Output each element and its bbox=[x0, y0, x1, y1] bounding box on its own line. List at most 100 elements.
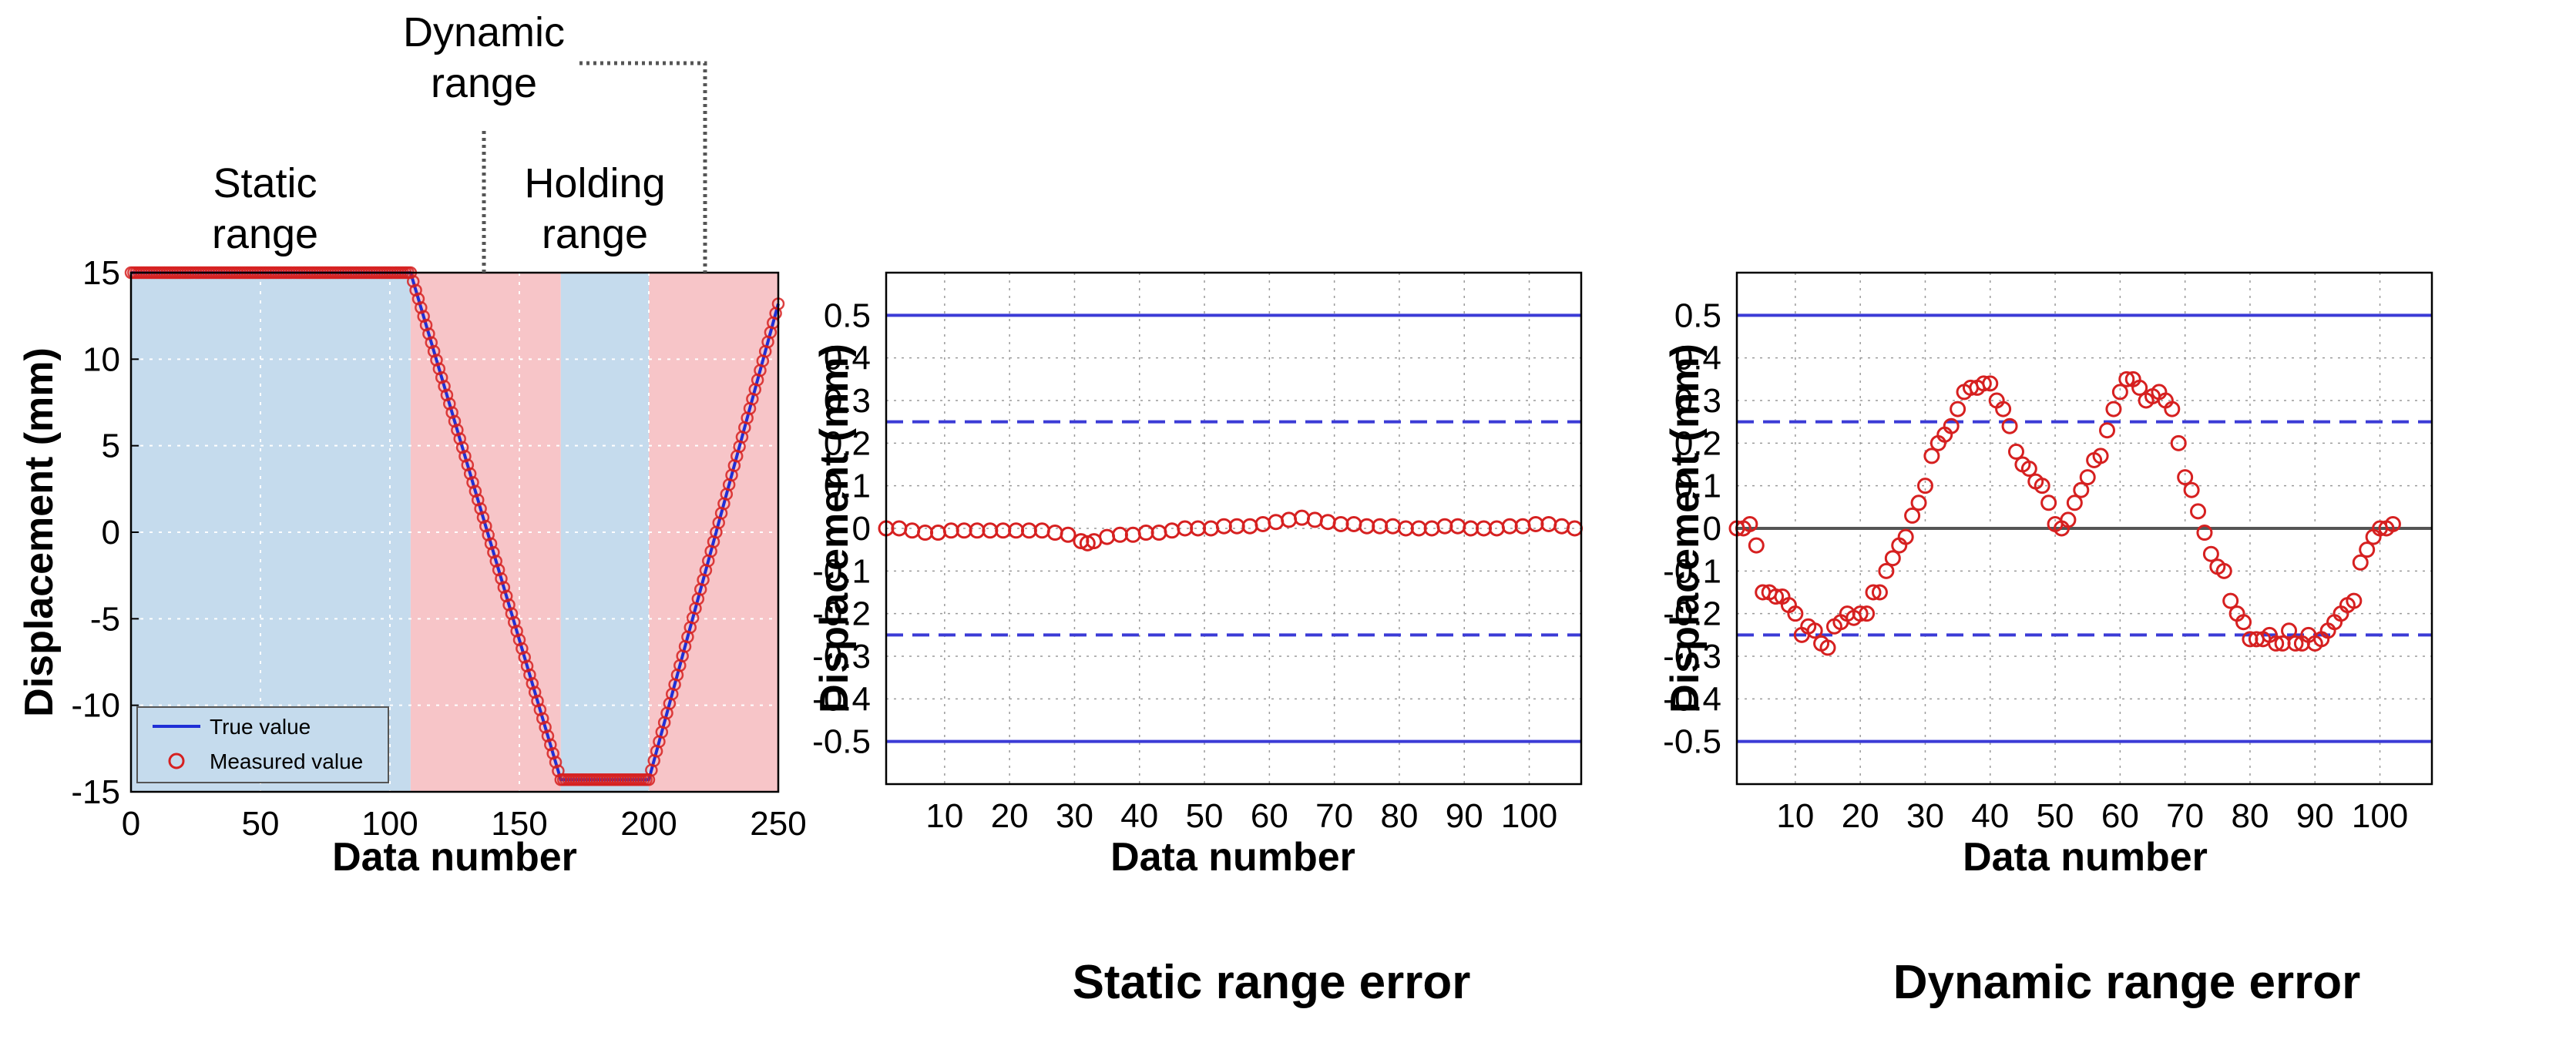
measured-point bbox=[502, 598, 516, 612]
error-point bbox=[2384, 515, 2401, 532]
x-tick-label: 20 bbox=[991, 797, 1029, 835]
annotation-dynamic-line2: range bbox=[431, 60, 537, 106]
x-axis-label: Data number bbox=[1110, 835, 1355, 880]
x-tick-label: 40 bbox=[1971, 797, 2009, 835]
x-tick-label: 30 bbox=[1906, 797, 1944, 835]
measured-point bbox=[471, 493, 485, 507]
error-point bbox=[2060, 511, 2077, 528]
error-point bbox=[1060, 526, 1076, 543]
y-tick-label: -0.4 bbox=[1663, 680, 1721, 718]
error-point bbox=[1975, 375, 1992, 392]
error-point bbox=[2092, 448, 2109, 464]
measured-point bbox=[443, 397, 456, 411]
x-tick-label: 150 bbox=[491, 805, 547, 843]
measured-point bbox=[411, 292, 425, 306]
error-point bbox=[1943, 417, 1960, 434]
measured-point bbox=[430, 354, 443, 367]
y-tick-label: 0.5 bbox=[824, 297, 871, 334]
measured-point bbox=[476, 511, 490, 525]
y-tick-label: 0.3 bbox=[1674, 382, 1721, 420]
error-point bbox=[2020, 461, 2037, 478]
measured-point bbox=[510, 625, 523, 638]
measured-point bbox=[495, 572, 508, 585]
plot-frame bbox=[1735, 271, 2433, 786]
measured-point bbox=[461, 458, 475, 471]
annotation-dynamic-range: Dynamic range bbox=[403, 9, 707, 273]
measured-point bbox=[479, 519, 492, 533]
y-tick-label: 15 bbox=[82, 254, 120, 292]
x-tick-label: 90 bbox=[2296, 797, 2334, 835]
x-tick-labels: 10 20 30 40 50 60 70 80 90 100 bbox=[925, 797, 1557, 835]
error-point bbox=[1916, 478, 1933, 494]
measured-point bbox=[469, 484, 482, 498]
error-point bbox=[2007, 443, 2024, 460]
measured-point bbox=[516, 642, 529, 655]
measured-point bbox=[541, 729, 555, 743]
x-tick-label: 90 bbox=[1446, 797, 1483, 835]
annotation-static-range: Static range bbox=[212, 160, 318, 257]
error-point bbox=[1787, 605, 1804, 622]
y-tick-labels: 0.5 0.4 0.3 0.2 0.1 0 -0.1 -0.2 -0.3 -0.4 -0.5 bbox=[812, 297, 871, 760]
error-point bbox=[2131, 379, 2148, 396]
error-point bbox=[2001, 417, 2018, 434]
tolerance-lines bbox=[886, 313, 1581, 743]
y-tick-label: -0.1 bbox=[812, 552, 871, 590]
error-point bbox=[1768, 588, 1785, 605]
measured-point bbox=[539, 720, 552, 734]
panel-caption: Static range error bbox=[1073, 956, 1471, 1009]
error-point bbox=[2190, 503, 2207, 520]
error-point bbox=[2099, 422, 2116, 439]
y-axis-label: Displacement (mm) bbox=[812, 344, 857, 713]
y-tick-label: 0.1 bbox=[824, 468, 871, 505]
x-tick-label: 10 bbox=[925, 797, 963, 835]
annotation-holding-line2: range bbox=[542, 211, 648, 257]
x-tick-label: 50 bbox=[242, 805, 280, 843]
measured-point bbox=[489, 555, 503, 568]
measured-point bbox=[533, 703, 547, 716]
x-tick-label: 100 bbox=[1501, 797, 1557, 835]
error-point bbox=[1748, 537, 1765, 554]
y-tick-label: -0.2 bbox=[1663, 595, 1721, 633]
error-point bbox=[1982, 375, 1999, 392]
error-point bbox=[2235, 614, 2252, 631]
legend-box bbox=[136, 706, 389, 783]
dynamic-leader-right bbox=[579, 61, 707, 273]
error-point bbox=[1904, 507, 1921, 524]
y-tick-label: 0.4 bbox=[1674, 340, 1721, 377]
measured-point bbox=[487, 545, 500, 559]
y-tick-labels: 15 10 5 0 -5 -10 -15 bbox=[71, 254, 139, 811]
x-tick-label: 100 bbox=[2352, 797, 2408, 835]
x-tick-label: 50 bbox=[1186, 797, 1224, 835]
error-point bbox=[1884, 550, 1901, 567]
measured-point bbox=[445, 406, 458, 419]
measured-point bbox=[432, 362, 446, 376]
y-tick-label: -0.4 bbox=[812, 680, 871, 718]
error-point bbox=[2177, 469, 2194, 486]
panel-dynamic-error: 0.5 0.4 0.3 0.2 0.1 0 -0.1 -0.2 -0.3 -0.4 -0.5 10 2… bbox=[1663, 271, 2433, 1009]
panel-static-error: 0.5 0.4 0.3 0.2 0.1 0 -0.1 -0.2 -0.3 -0.4 -0.5 10 2… bbox=[812, 271, 1584, 1009]
measured-point bbox=[417, 310, 430, 323]
measured-point bbox=[435, 370, 448, 384]
annotation-holding-range: Holding range bbox=[524, 160, 665, 257]
legend-marker-swatch bbox=[168, 753, 185, 769]
error-point bbox=[1878, 562, 1895, 579]
error-point bbox=[1950, 401, 1966, 417]
error-point bbox=[2170, 434, 2187, 451]
error-point bbox=[1741, 515, 1758, 532]
x-tick-label: 100 bbox=[361, 805, 418, 843]
error-point bbox=[2066, 494, 2083, 511]
x-tick-label: 50 bbox=[2037, 797, 2074, 835]
legend-label-true: True value bbox=[210, 715, 311, 739]
y-tick-label: -0.5 bbox=[812, 723, 871, 761]
annotation-static-line2: range bbox=[212, 211, 318, 257]
measured-point bbox=[520, 659, 534, 672]
measured-point bbox=[536, 712, 549, 726]
measured-point bbox=[549, 756, 563, 769]
error-point bbox=[1852, 605, 1869, 622]
legend: True value Measured value bbox=[136, 706, 389, 783]
static-error-markers bbox=[878, 509, 1584, 551]
measured-point bbox=[406, 275, 420, 288]
x-axis-label: Data number bbox=[1963, 835, 2208, 880]
measured-point bbox=[425, 336, 438, 350]
